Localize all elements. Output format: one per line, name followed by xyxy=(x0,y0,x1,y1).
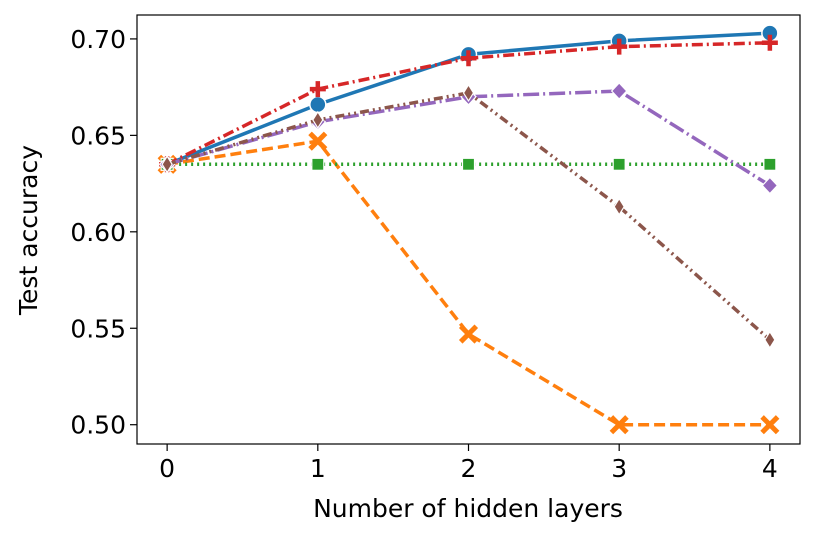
point xyxy=(461,157,476,171)
point xyxy=(309,81,326,98)
point xyxy=(458,324,479,344)
x-tick-label: 1 xyxy=(310,454,326,483)
y-tick-label: 0.65 xyxy=(70,121,126,150)
point xyxy=(462,83,475,103)
point xyxy=(312,110,324,130)
plot-frame xyxy=(136,14,801,445)
x-axis-label: Number of hidden layers xyxy=(313,494,623,523)
point xyxy=(612,157,626,171)
point xyxy=(763,157,777,171)
y-tick-label: 0.60 xyxy=(70,218,126,247)
point xyxy=(308,131,328,151)
x-tick-label: 2 xyxy=(461,454,477,483)
point xyxy=(761,176,779,195)
y-axis-label: Test accuracy xyxy=(14,145,43,316)
series-line xyxy=(166,91,772,342)
y-tick-label: 0.55 xyxy=(70,314,126,343)
point xyxy=(161,155,173,174)
series-line xyxy=(166,139,770,427)
point xyxy=(611,38,628,55)
point xyxy=(609,415,629,435)
x-tick-label: 0 xyxy=(159,454,175,483)
point xyxy=(309,95,327,114)
point xyxy=(613,197,625,216)
point xyxy=(311,157,325,171)
point xyxy=(764,330,776,349)
x-tick-label: 4 xyxy=(762,454,778,483)
point xyxy=(761,34,778,51)
y-tick-label: 0.70 xyxy=(70,25,126,54)
point xyxy=(610,82,628,100)
y-tick-label: 0.50 xyxy=(70,411,126,440)
point xyxy=(760,415,780,435)
x-tick-label: 3 xyxy=(611,454,627,483)
point xyxy=(460,50,477,67)
